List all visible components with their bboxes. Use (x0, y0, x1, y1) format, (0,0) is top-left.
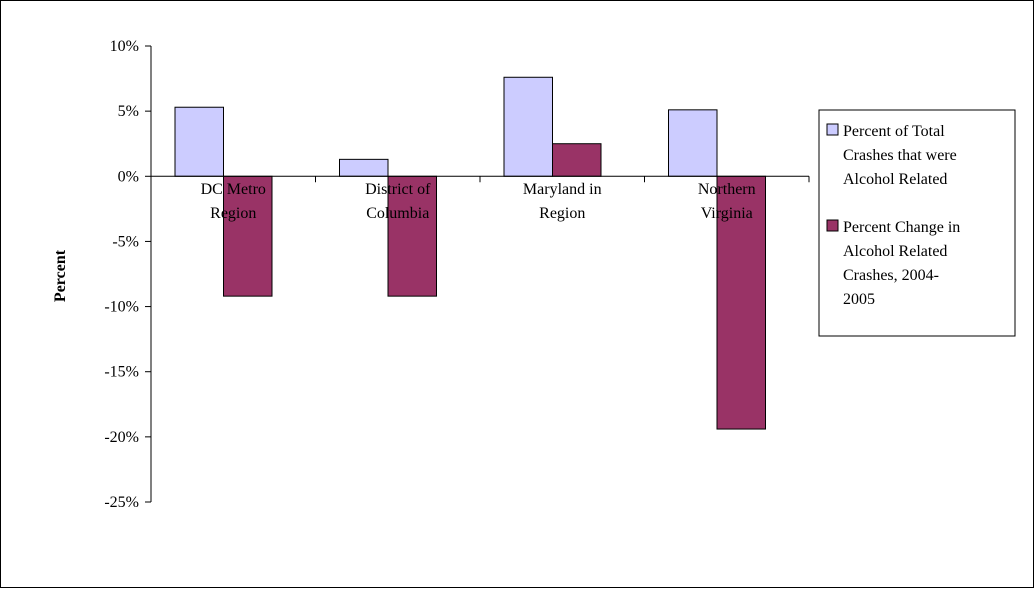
y-axis-title: Percent (52, 249, 69, 302)
legend-label: Percent of Total Crashes that were Alcohol… (843, 123, 957, 188)
y-tick-label: 5% (118, 103, 139, 120)
legend-swatch (826, 219, 839, 232)
y-tick-label: -15% (104, 364, 139, 381)
y-tick-label: -25% (104, 494, 139, 511)
bar-series2 (552, 143, 602, 177)
category-label: DC Metro Region (201, 181, 266, 222)
y-tick-label: 10% (110, 38, 139, 55)
y-tick-label: -10% (104, 299, 139, 316)
category-label: District of Columbia (365, 181, 431, 222)
y-tick-label: -20% (104, 429, 139, 446)
legend-box (818, 109, 1016, 337)
bar-series1 (668, 109, 718, 177)
category-label: Northern Virginia (698, 181, 756, 222)
bar-series2 (223, 175, 273, 297)
bar-series1 (503, 76, 553, 177)
legend-label: Percent Change in Alcohol Related Crashes,… (843, 219, 960, 308)
y-tick-label: 0% (118, 168, 139, 185)
bar-series2 (716, 175, 766, 430)
category-label: Maryland in Region (523, 181, 602, 222)
bar-series1 (174, 106, 224, 177)
bar-series1 (339, 158, 389, 177)
legend-swatch (826, 123, 839, 136)
bar-series2 (387, 175, 437, 297)
y-tick-label: -5% (112, 233, 139, 250)
